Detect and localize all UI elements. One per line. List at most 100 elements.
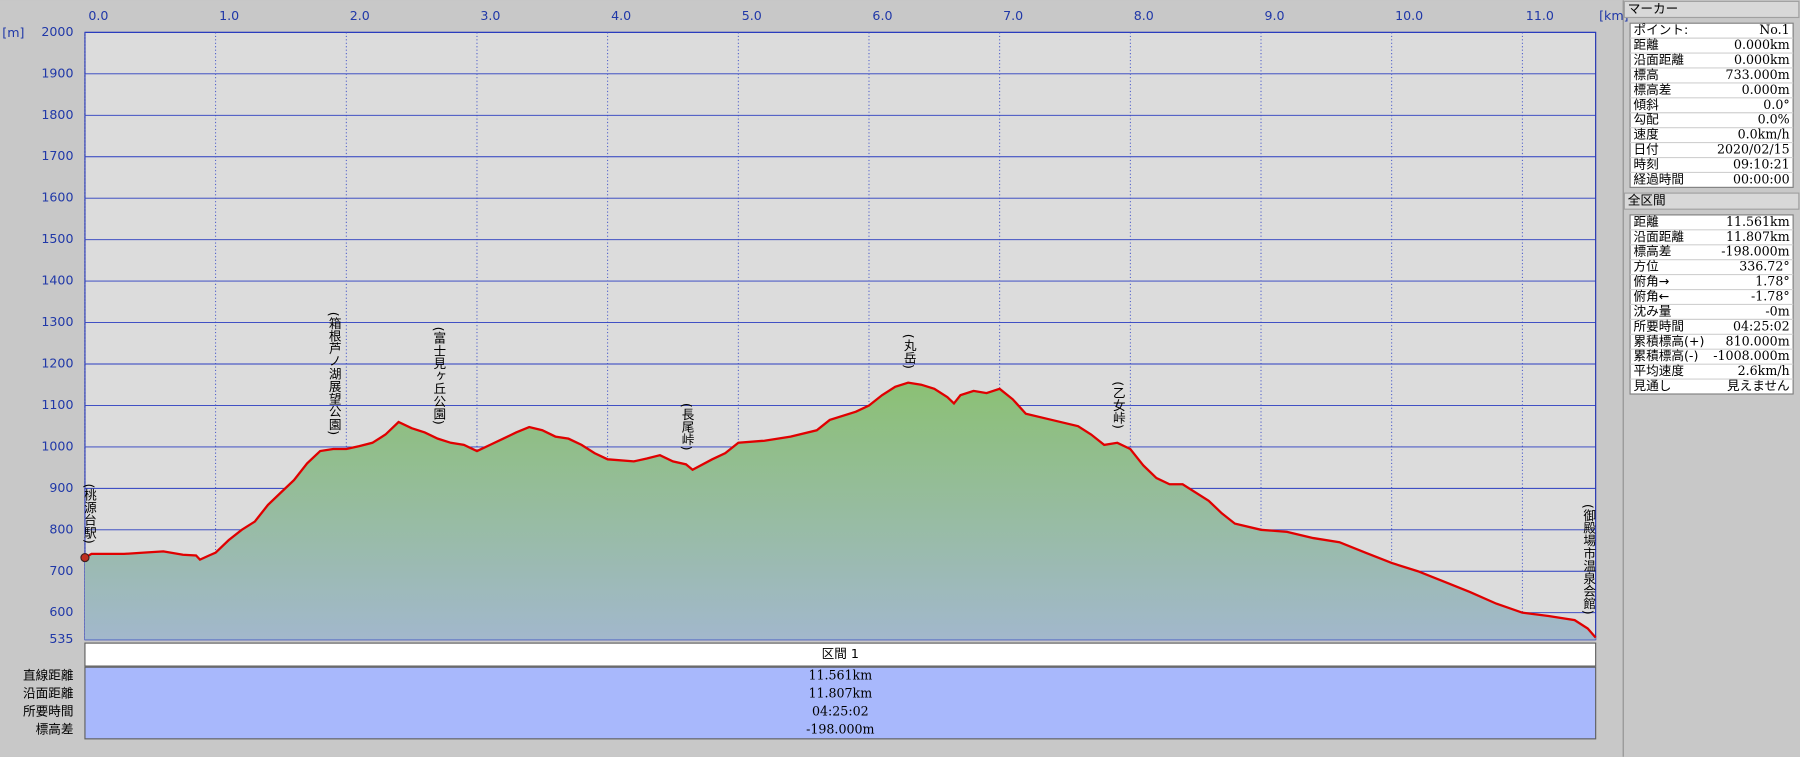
panel-value: No.1: [1759, 22, 1789, 37]
panel-value: -1.78°: [1751, 288, 1790, 303]
row-value: -198.000m: [806, 721, 874, 736]
x-tick-label: 4.0: [611, 8, 631, 23]
panel-value: 04:25:02: [1733, 318, 1790, 333]
x-tick-label: 0.0: [88, 8, 108, 23]
row-label: 所要時間: [23, 703, 73, 718]
position-marker: [80, 552, 90, 563]
place-label: (御殿場市温泉会館): [1581, 504, 1596, 615]
y-tick-label: 700: [49, 563, 73, 578]
panel-value: 0.000km: [1734, 37, 1790, 52]
panel-label: 見通し: [1634, 378, 1672, 393]
panel-value: 11.807km: [1726, 229, 1790, 244]
row-value: 11.807km: [808, 686, 872, 701]
panel-label: 方位: [1634, 259, 1660, 274]
panel-header: [1623, 0, 1800, 19]
place-label: (長尾峠): [680, 403, 695, 451]
y-tick-label: 1800: [41, 107, 73, 122]
panel-label: 時刻: [1634, 156, 1659, 171]
row-value: 11.561km: [808, 668, 872, 683]
panel-label: 俯角→: [1634, 274, 1670, 289]
place-label: (桃源台駅): [82, 483, 97, 543]
section-header: [84, 642, 1597, 667]
row-label: 直線距離: [23, 668, 74, 683]
panel-label: ポイント:: [1634, 22, 1689, 37]
panel-label: 沿面距離: [1634, 229, 1685, 244]
y-tick-label: 1500: [41, 231, 73, 246]
y-tick-label: 1400: [41, 273, 73, 288]
y-tick-label: 535: [49, 631, 73, 646]
panel-value: 0.0°: [1763, 97, 1789, 112]
profile-line: [84, 381, 1597, 639]
panel-value: 00:00:00: [1733, 171, 1790, 186]
panel-label: 所要時間: [1634, 318, 1684, 333]
panel-value: 733.000m: [1726, 67, 1790, 82]
y-unit: [m]: [2, 25, 24, 40]
panel-header: [1623, 192, 1800, 210]
panel-label: 経過時間: [1634, 171, 1684, 186]
x-tick-label: 8.0: [1134, 8, 1154, 23]
row-label: 標高差: [36, 721, 74, 736]
x-tick-label: 5.0: [742, 8, 762, 23]
area-fill: [84, 382, 1596, 640]
section-body: [84, 666, 1597, 740]
x-tick-label: 9.0: [1264, 8, 1284, 23]
panel-value: 見えません: [1727, 378, 1790, 393]
y-tick-label: 1300: [41, 314, 73, 329]
panel-value: 0.000km: [1734, 52, 1790, 67]
y-tick-label: 900: [49, 480, 73, 495]
x-unit: [km]: [1599, 8, 1628, 23]
x-tick-label: 2.0: [350, 8, 370, 23]
panel-value: 11.561km: [1726, 214, 1790, 229]
panel-value: 0.000m: [1742, 82, 1790, 97]
panel-label: 標高差: [1634, 244, 1672, 259]
panel-label: 俯角←: [1634, 288, 1670, 303]
place-label: (箱根芦ノ湖展望公園): [327, 312, 342, 435]
panel-label: 距離: [1634, 37, 1660, 52]
y-tick-label: 1100: [41, 397, 73, 412]
panel-value: -198.000m: [1721, 244, 1789, 259]
panel-label: 日付: [1634, 142, 1660, 157]
place-label: (乙女峠): [1111, 381, 1126, 429]
panel-label: 沈み量: [1634, 303, 1672, 318]
panel-label: 累積標高(+): [1634, 333, 1705, 348]
panel-value: 09:10:21: [1733, 156, 1790, 171]
panel-label: 傾斜: [1634, 97, 1660, 112]
panel-value: 810.000m: [1726, 333, 1790, 348]
panel-label: 勾配: [1634, 112, 1660, 127]
y-tick-label: 600: [49, 604, 73, 619]
panel-title: 全区間: [1628, 193, 1666, 208]
panel-value: 0.0%: [1758, 112, 1790, 127]
section-title: 区間 1: [822, 646, 859, 661]
panel-value: -1008.000m: [1713, 348, 1789, 363]
panel-value: 2020/02/15: [1717, 142, 1790, 157]
y-tick-label: 1900: [41, 65, 73, 80]
panel-label: 標高: [1634, 67, 1659, 82]
x-tick-label: 6.0: [872, 8, 892, 23]
y-tick-label: 1600: [41, 190, 73, 205]
panel-value: 1.78°: [1755, 274, 1789, 289]
panel-value: 2.6km/h: [1738, 363, 1790, 378]
y-tick-label: 1200: [41, 356, 73, 371]
y-tick-label: 1700: [41, 148, 73, 163]
place-label: (丸岳): [902, 334, 917, 369]
panel-label: 沿面距離: [1634, 52, 1685, 67]
panel-label: 累積標高(-): [1634, 348, 1699, 363]
panel-title: マーカー: [1628, 1, 1678, 16]
panel-label: 距離: [1634, 214, 1660, 229]
y-tick-label: 1000: [41, 438, 73, 453]
place-label: (富士見ヶ丘公園): [431, 327, 446, 425]
panel-value: 0.0km/h: [1738, 127, 1790, 142]
panel-label: 標高差: [1634, 82, 1672, 97]
panel-label: 速度: [1634, 127, 1660, 142]
y-tick-label: 2000: [41, 24, 73, 39]
x-tick-label: 10.0: [1395, 8, 1423, 23]
panel-value: 336.72°: [1739, 259, 1789, 274]
panel-label: 平均速度: [1634, 363, 1685, 378]
panel-value: -0m: [1765, 303, 1789, 318]
x-tick-label: 1.0: [219, 8, 239, 23]
y-tick-label: 800: [49, 521, 73, 536]
x-tick-label: 11.0: [1526, 8, 1554, 23]
row-value: 04:25:02: [812, 703, 869, 718]
